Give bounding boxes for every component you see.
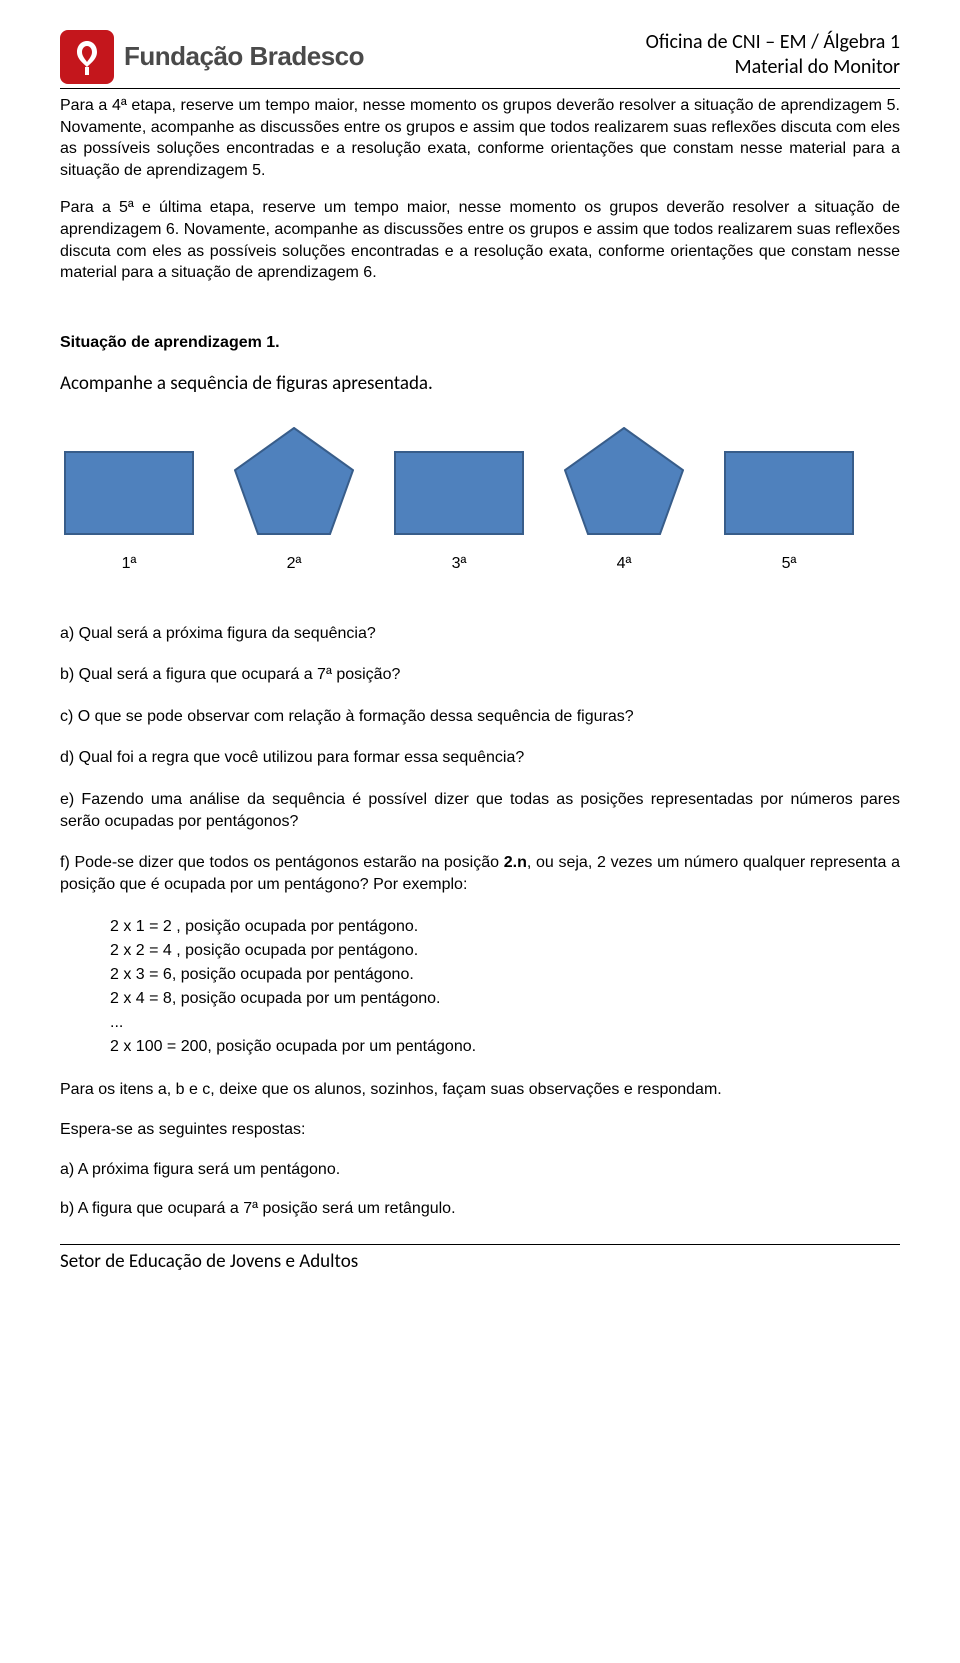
- question-e: e) Fazendo uma análise da sequência é po…: [60, 789, 900, 832]
- answers-intro: Para os itens a, b e c, deixe que os alu…: [60, 1079, 900, 1101]
- example-dots: ...: [110, 1011, 900, 1035]
- example-line-1: 2 x 1 = 2 , posição ocupada por pentágon…: [110, 915, 900, 939]
- question-c: c) O que se pode observar com relação à …: [60, 706, 900, 728]
- section-instruction: Acompanhe a sequência de figuras apresen…: [60, 371, 900, 397]
- example-line-2: 2 x 2 = 4 , posição ocupada por pentágon…: [110, 939, 900, 963]
- shape-1: [64, 451, 194, 535]
- question-b: b) Qual será a figura que ocupará a 7ª p…: [60, 664, 900, 686]
- question-a: a) Qual será a próxima figura da sequênc…: [60, 623, 900, 645]
- footer-text: Setor de Educação de Jovens e Adultos: [60, 1249, 900, 1275]
- paragraph-2: Para a 5ª e última etapa, reserve um tem…: [60, 197, 900, 283]
- shape-label-4: 4ª: [564, 553, 684, 575]
- example-line-4: 2 x 4 = 8, posição ocupada por um pentág…: [110, 987, 900, 1011]
- header-right: Oficina de CNI – EM / Álgebra 1 Material…: [646, 30, 900, 80]
- shape-label-1: 1ª: [64, 553, 194, 575]
- logo-block: Fundação Bradesco: [60, 30, 364, 84]
- question-f: f) Pode-se dizer que todos os pentágonos…: [60, 852, 900, 895]
- shape-label-3: 3ª: [394, 553, 524, 575]
- shape-3: [394, 451, 524, 535]
- examples-block: 2 x 1 = 2 , posição ocupada por pentágon…: [110, 915, 900, 1059]
- questions-block: a) Qual será a próxima figura da sequênc…: [60, 623, 900, 1220]
- header-divider: [60, 88, 900, 89]
- course-line: Oficina de CNI – EM / Álgebra 1: [646, 30, 900, 55]
- shape-5: [724, 451, 854, 535]
- shape-4: [564, 427, 684, 535]
- example-line-3: 2 x 3 = 6, posição ocupada por pentágono…: [110, 963, 900, 987]
- page-header: Fundação Bradesco Oficina de CNI – EM / …: [60, 30, 900, 84]
- shape-2: [234, 427, 354, 535]
- question-f-bold: 2.n: [504, 854, 527, 871]
- example-line-5: 2 x 100 = 200, posição ocupada por um pe…: [110, 1035, 900, 1059]
- shape-label-2: 2ª: [234, 553, 354, 575]
- answer-b: b) A figura que ocupará a 7ª posição ser…: [60, 1198, 900, 1220]
- bradesco-logo-icon: [60, 30, 114, 84]
- material-line: Material do Monitor: [646, 55, 900, 80]
- answer-a: a) A próxima figura será um pentágono.: [60, 1159, 900, 1181]
- question-d: d) Qual foi a regra que você utilizou pa…: [60, 747, 900, 769]
- answers-expect: Espera-se as seguintes respostas:: [60, 1119, 900, 1141]
- shape-label-5: 5ª: [724, 553, 854, 575]
- shape-labels-row: 1ª 2ª 3ª 4ª 5ª: [60, 553, 900, 575]
- question-f-lead: f) Pode-se dizer que todos os pentágonos…: [60, 854, 504, 871]
- logo-text: Fundação Bradesco: [124, 39, 364, 74]
- paragraph-1: Para a 4ª etapa, reserve um tempo maior,…: [60, 95, 900, 181]
- section-title: Situação de aprendizagem 1.: [60, 332, 900, 354]
- footer-divider: [60, 1244, 900, 1245]
- question-e-text: e) Fazendo uma análise da sequência é po…: [60, 791, 900, 830]
- shapes-row: [60, 427, 900, 535]
